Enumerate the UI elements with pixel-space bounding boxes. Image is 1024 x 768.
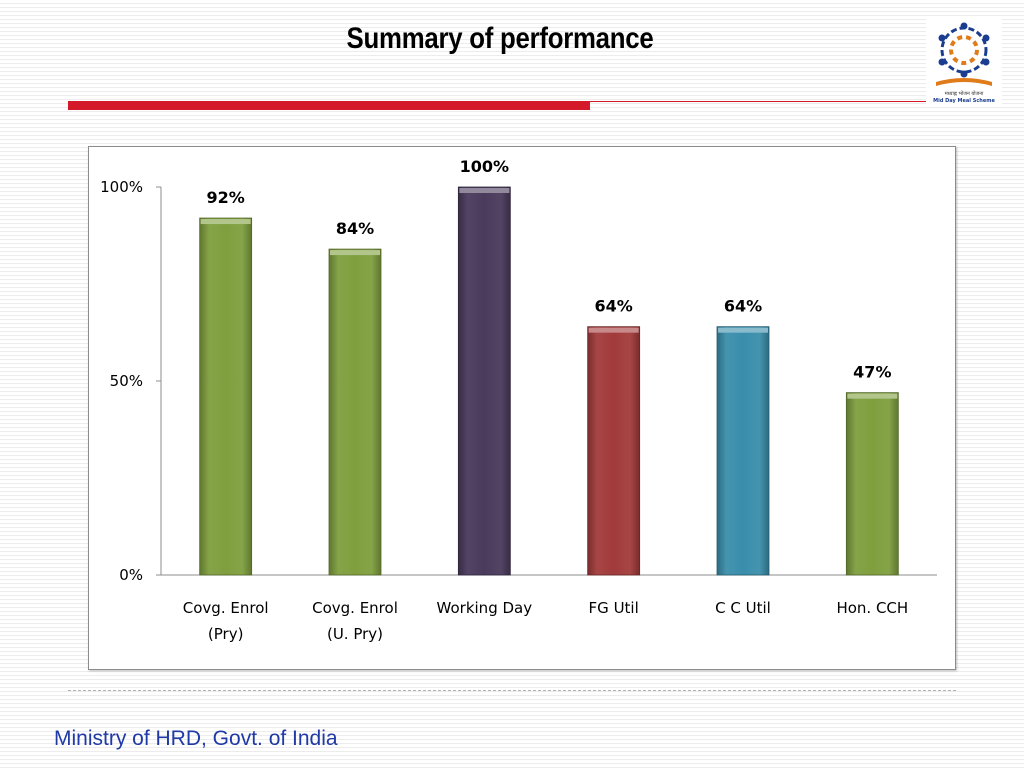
bar-chart-svg: 0% 50% 100% 92% Covg. Enrol (Pry) 84% Covg. Enr… <box>100 157 937 643</box>
bar-chart: 0% 50% 100% 92% Covg. Enrol (Pry) 84% Covg. Enr… <box>88 146 956 670</box>
bar-highlight <box>847 393 898 399</box>
logo-text-english: Mid Day Meal Scheme <box>933 98 995 104</box>
bar <box>845 392 899 576</box>
y-tick-label: 50% <box>110 372 143 390</box>
logo-text-hindi: मध्याह्न भोजन योजना <box>945 90 984 97</box>
bar-highlight <box>718 327 768 333</box>
y-tick-label: 100% <box>100 178 143 196</box>
bar <box>328 248 382 576</box>
bar-highlight <box>330 250 380 256</box>
bar-data-label: 64% <box>595 297 633 316</box>
bar <box>587 326 641 576</box>
x-category-label: FG Util <box>589 599 639 617</box>
bar-highlight <box>200 219 251 225</box>
bar-data-label: 100% <box>460 157 509 176</box>
x-category-label: Working Day <box>437 599 533 617</box>
mid-day-meal-logo: मध्याह्न भोजन योजना Mid Day Meal Scheme <box>926 16 1002 106</box>
x-category-label: Hon. CCH <box>836 599 908 617</box>
y-tick-label: 0% <box>119 566 143 584</box>
bar-data-label: 64% <box>724 297 762 316</box>
title-underline-red <box>68 101 590 110</box>
footer-ministry: Ministry of HRD, Govt. of India <box>54 727 338 750</box>
bar-data-label: 84% <box>336 219 374 238</box>
bar-highlight <box>459 188 510 193</box>
title-underline-thin <box>590 101 930 102</box>
x-category-label: Covg. Enrol <box>312 599 398 617</box>
bar <box>716 326 770 576</box>
x-category-label: (U. Pry) <box>327 625 383 643</box>
slide-title: Summary of performance <box>346 22 654 55</box>
bar-data-label: 92% <box>207 188 245 207</box>
footer-divider <box>68 690 956 691</box>
x-category-label: Covg. Enrol <box>183 599 269 617</box>
bar <box>457 186 511 576</box>
bar <box>199 217 253 576</box>
x-category-label: C C Util <box>715 599 771 617</box>
bar-highlight <box>588 327 639 333</box>
x-category-label: (Pry) <box>208 625 244 643</box>
bar-data-label: 47% <box>853 363 891 382</box>
